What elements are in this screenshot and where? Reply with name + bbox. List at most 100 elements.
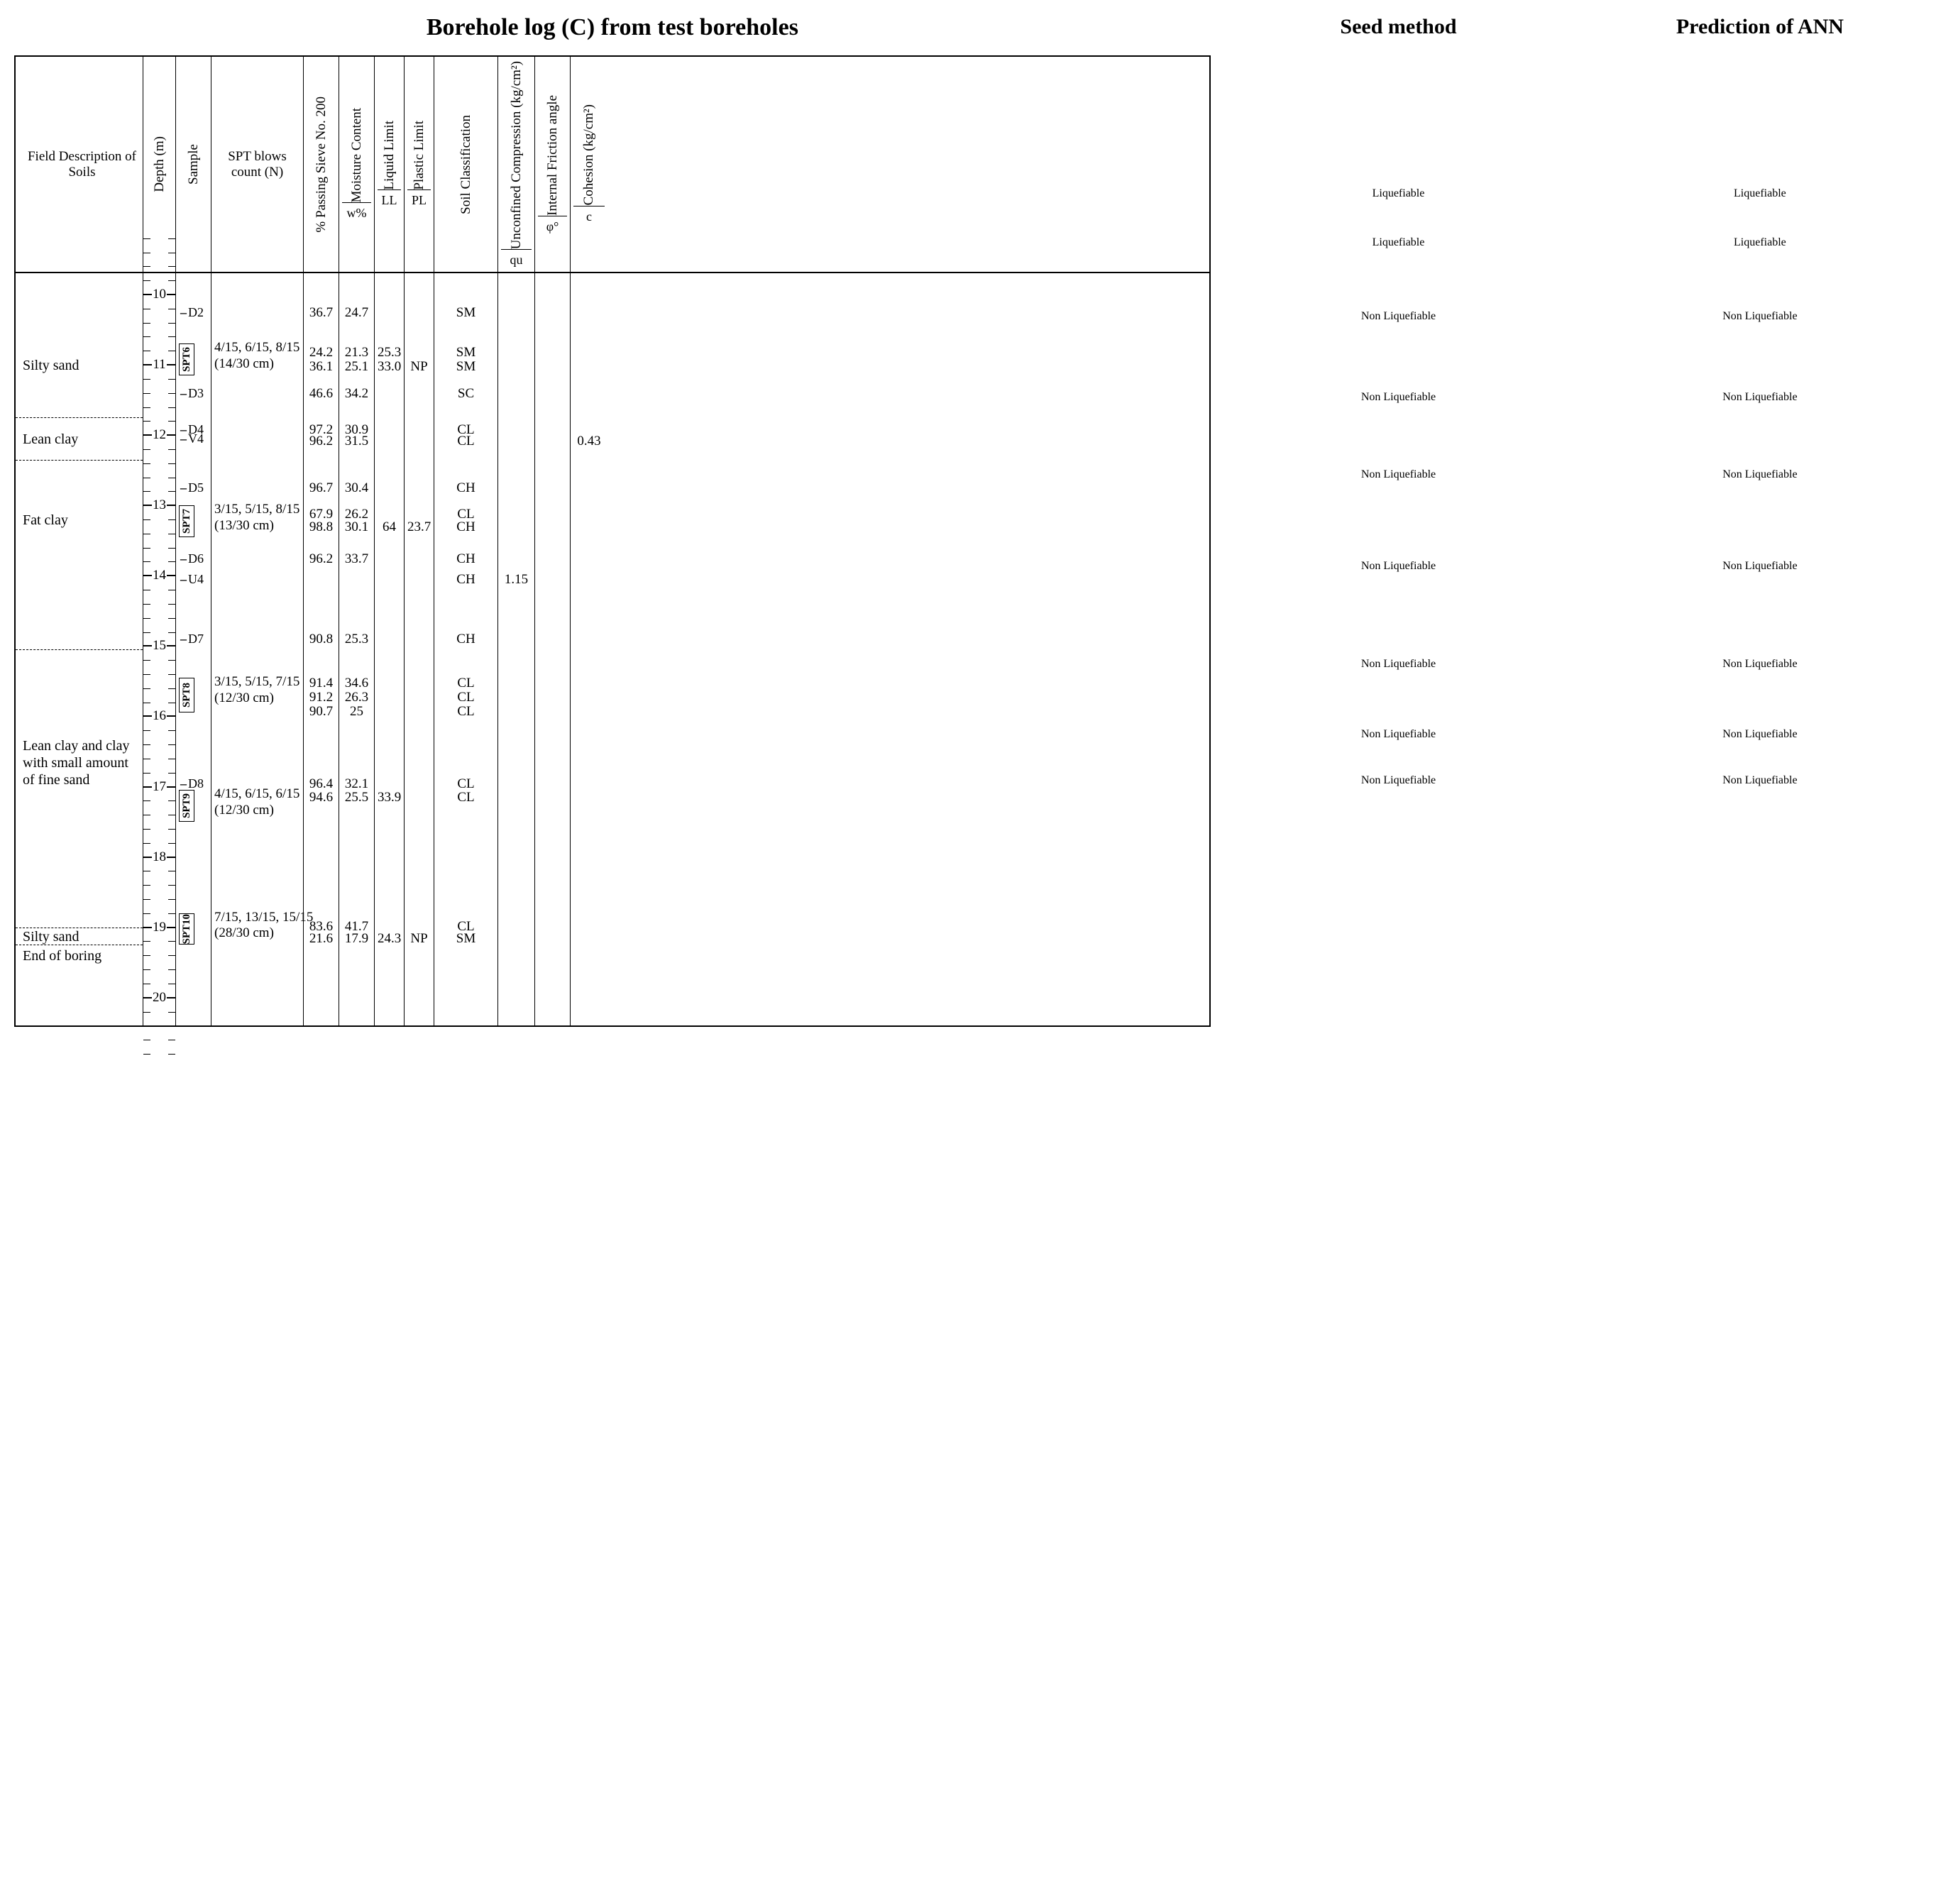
hdr-passing: % Passing Sieve No. 200 [304,57,339,272]
ann-title: Prediction of ANN [1593,14,1926,41]
spt-count: 7/15, 13/15, 15/15(28/30 cm) [214,910,300,942]
value-passing: 91.2 [307,690,336,705]
value-passing: 90.8 [307,632,336,647]
stratum-boundary [16,649,143,650]
value-classification: SC [437,386,495,402]
value-classification: CL [437,704,495,720]
seed-prediction: Liquefiable [1232,187,1565,200]
spt-sample-box: SPT9 [179,790,194,822]
hdr-cohesion-text: Cohesion (kg/cm²) [581,104,597,205]
value-passing: 96.2 [307,434,336,449]
seed-prediction: Liquefiable [1232,236,1565,249]
ann-prediction: Non Liquefiable [1593,391,1926,404]
value-classification: SM [437,359,495,375]
hdr-qu: Unconfined Compression (kg/cm²) qu [498,57,535,272]
spt-sample-box: SPT7 [179,505,194,537]
hdr-qu-sub: qu [501,249,532,268]
ann-column: LiquefiableLiquefiableNon LiquefiableNon… [1593,55,1926,914]
ann-prediction: Non Liquefiable [1593,468,1926,481]
hdr-pl-text: Plastic Limit [412,121,427,190]
value-passing: 90.7 [307,704,336,720]
ann-prediction: Non Liquefiable [1593,560,1926,573]
hdr-ll-sub: LL [378,189,401,208]
stratum-label: End of boring [23,948,138,964]
value-classification: CH [437,519,495,535]
hdr-sample-text: Sample [186,144,202,185]
value-moisture: 25.5 [342,790,371,805]
value-passing: 36.7 [307,305,336,321]
col-qu: 1.15 [498,273,535,1025]
value-moisture: 34.6 [342,676,371,691]
value-classification: CL [437,676,495,691]
value-classification: CH [437,572,495,588]
hdr-passing-text: % Passing Sieve No. 200 [314,97,329,233]
hdr-phi-text: Internal Friction angle [545,95,561,216]
value-moisture: 33.7 [342,551,371,567]
spt-count: 3/15, 5/15, 7/15(12/30 cm) [214,674,300,707]
sample-mark: V4 [180,431,204,446]
seed-prediction: Non Liquefiable [1232,391,1565,404]
hdr-cohesion: Cohesion (kg/cm²) c [571,57,607,272]
hdr-class-text: Soil Classification [458,115,474,214]
seed-prediction: Non Liquefiable [1232,468,1565,481]
stratum-label: Silty sand [23,929,138,945]
seed-prediction: Non Liquefiable [1232,560,1565,573]
value-classification: CL [437,690,495,705]
sample-mark: D3 [180,386,204,401]
main-title: Borehole log (C) from test boreholes [14,14,1211,41]
value-ll: 33.0 [378,359,401,375]
value-moisture: 30.1 [342,519,371,535]
hdr-ll-text: Liquid Limit [382,121,397,190]
spt-sample-box: SPT10 [179,913,194,945]
value-classification: CH [437,551,495,567]
hdr-moisture-text: Moisture Content [349,108,365,203]
stratum-boundary [16,417,143,418]
col-pass: 36.724.236.146.697.296.296.767.998.896.2… [304,273,339,1025]
log-table: Field Description of Soils Depth (m) Sam… [14,55,1211,1027]
sample-mark: U4 [180,572,204,587]
value-moisture: 25 [342,704,371,720]
prediction-titles: Seed method Prediction of ANN [1232,14,1927,41]
value-passing: 96.7 [307,480,336,496]
spt-count: 4/15, 6/15, 6/15(12/30 cm) [214,786,300,819]
ann-prediction: Non Liquefiable [1593,658,1926,671]
col-class: SMSMSMSCCLCLCHCLCHCHCHCHCLCLCLCLCLCLSM [434,273,498,1025]
sample-mark: D6 [180,551,204,566]
value-moisture: 21.3 [342,345,371,361]
prediction-section: Liquefiable Liquefiable Non Liquefiable Non… [1232,55,1927,914]
log-body: Silty sandLean clayFat clayLean clay and… [16,273,1209,1025]
hdr-field-desc-text: Field Description of Soils [24,149,140,180]
hdr-spt: SPT blows count (N) [211,57,304,272]
borehole-log-section: Field Description of Soils Depth (m) Sam… [14,55,1211,1027]
value-moisture: 24.7 [342,305,371,321]
value-ll: 25.3 [378,345,401,361]
sample-mark: D7 [180,632,204,646]
value-classification: SM [437,931,495,947]
value-qu: 1.15 [501,572,532,588]
hdr-sample: Sample [176,57,211,272]
value-passing: 24.2 [307,345,336,361]
col-ll: 25.333.06433.924.3 [375,273,405,1025]
hdr-ll: Liquid Limit LL [375,57,405,272]
hdr-classification: Soil Classification [434,57,498,272]
stratum-boundary [16,460,143,461]
hdr-phi: Internal Friction angle φ° [535,57,571,272]
stratum-label: Lean clay and clay with small amount of … [23,737,138,788]
col-depth: 1011121314151617181920 [143,273,176,1025]
hdr-spt-text: SPT blows count (N) [214,149,300,180]
value-ll: 64 [378,519,401,535]
hdr-pl: Plastic Limit PL [405,57,434,272]
sample-mark: D2 [180,305,204,320]
value-moisture: 17.9 [342,931,371,947]
page-layout: Field Description of Soils Depth (m) Sam… [14,55,1944,1027]
ann-prediction: Liquefiable [1593,187,1926,200]
seed-list: Liquefiable Liquefiable Non Liquefiable Non… [1232,162,1565,914]
value-passing: 96.4 [307,776,336,792]
seed-column: Liquefiable Liquefiable Non Liquefiable Non… [1232,55,1565,914]
spt-count: 4/15, 6/15, 8/15(14/30 cm) [214,340,300,373]
value-passing: 98.8 [307,519,336,535]
hdr-depth-text: Depth (m) [152,136,167,192]
value-passing: 94.6 [307,790,336,805]
value-classification: CL [437,434,495,449]
hdr-cohesion-sub: c [573,206,605,224]
